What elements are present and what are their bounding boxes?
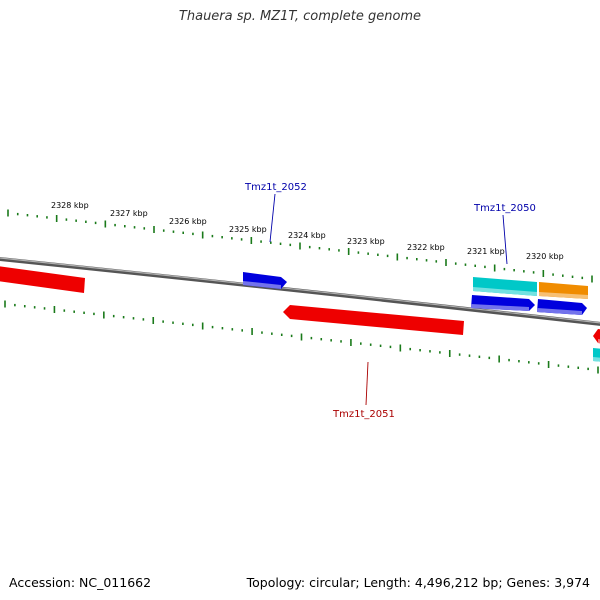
scale-label: 2324 kbp	[288, 231, 326, 240]
outer-tick-ring	[7, 209, 593, 283]
gene-features	[0, 266, 600, 362]
scale-label: 2321 kbp	[467, 247, 505, 256]
callout-line	[502, 214, 508, 265]
gene-blue-right-shade	[537, 308, 582, 315]
inner-tick-ring	[4, 300, 599, 374]
scale-label: 2322 kbp	[407, 243, 445, 252]
gene-blue-2052-shade	[243, 281, 281, 289]
gene-label: Tmz1t_2052	[244, 182, 307, 193]
gene-cyan-2050-shade	[473, 287, 537, 296]
backbone-highlight	[0, 257, 600, 324]
scale-label: 2327 kbp	[110, 209, 148, 218]
callout-line	[269, 193, 276, 243]
scale-labels: 2328 kbp 2327 kbp 2326 kbp 2325 kbp 2324 kbp…	[51, 201, 564, 261]
gene-callouts: Tmz1t_2052 Tmz1t_2050 Tmz1t_2051	[244, 182, 536, 420]
gene-cyan-edge-shade	[593, 357, 600, 362]
scale-label: 2323 kbp	[347, 237, 385, 246]
topology-text: Topology: circular; Length: 4,496,212 bp…	[246, 575, 590, 590]
scale-label: 2326 kbp	[169, 217, 207, 226]
gene-blue-lower-shade	[471, 304, 529, 311]
scale-label: 2328 kbp	[51, 201, 89, 210]
map-title: Thauera sp. MZ1T, complete genome	[178, 9, 422, 24]
scale-label: 2320 kbp	[526, 252, 564, 261]
gene-orange-shade	[539, 292, 588, 299]
gene-label: Tmz1t_2050	[473, 203, 536, 214]
gene-label: Tmz1t_2051	[332, 409, 395, 420]
backbone-line	[0, 257, 600, 326]
callout-line	[365, 361, 369, 406]
gene-red-2051	[283, 305, 464, 335]
genome-backbone	[0, 257, 600, 326]
scale-label: 2325 kbp	[229, 225, 267, 234]
accession-text: Accession: NC_011662	[9, 575, 152, 590]
gene-red-left	[0, 266, 85, 293]
